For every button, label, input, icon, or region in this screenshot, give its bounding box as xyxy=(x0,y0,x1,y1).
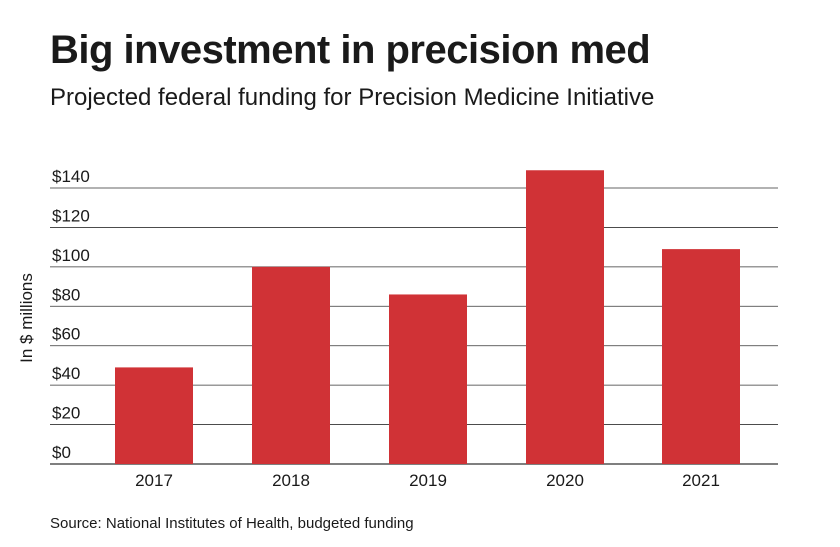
x-tick-label: 2017 xyxy=(135,471,173,490)
x-tick-label: 2019 xyxy=(409,471,447,490)
chart-subtitle: Projected federal funding for Precision … xyxy=(50,84,655,111)
bar-2020 xyxy=(526,170,604,464)
y-tick-labels: $0 $20 $40 $60 $80 $100 $120 $140 xyxy=(52,167,90,462)
bar-2017 xyxy=(115,367,193,464)
y-axis-label: In $ millions xyxy=(17,273,36,363)
y-tick-label: $0 xyxy=(52,443,71,462)
x-tick-labels: 2017 2018 2019 2020 2021 xyxy=(135,471,720,490)
x-tick-label: 2018 xyxy=(272,471,310,490)
x-tick-label: 2020 xyxy=(546,471,584,490)
bars xyxy=(115,170,740,464)
source-note: Source: National Institutes of Health, b… xyxy=(50,515,414,532)
chart-title: Big investment in precision med xyxy=(50,28,651,72)
y-tick-label: $140 xyxy=(52,167,90,186)
bar-2019 xyxy=(389,294,467,464)
bar-2021 xyxy=(662,249,740,464)
x-tick-label: 2021 xyxy=(682,471,720,490)
y-tick-label: $120 xyxy=(52,206,90,225)
y-tick-label: $100 xyxy=(52,246,90,265)
y-tick-label: $60 xyxy=(52,325,80,344)
y-tick-label: $40 xyxy=(52,364,80,383)
bar-2018 xyxy=(252,266,330,464)
y-tick-label: $20 xyxy=(52,404,80,423)
y-tick-label: $80 xyxy=(52,285,80,304)
